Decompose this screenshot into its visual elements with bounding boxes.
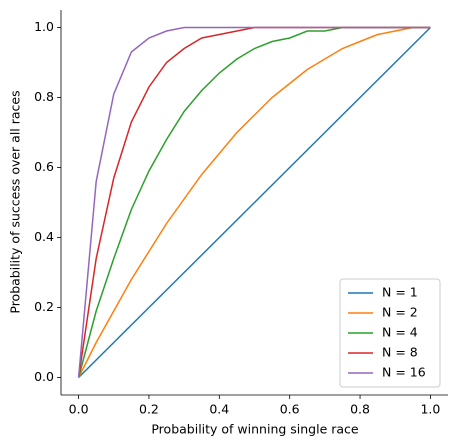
x-tick-label: 0.6 bbox=[280, 402, 300, 417]
data-line bbox=[77, 26, 431, 378]
x-tick-label: 0.4 bbox=[209, 402, 229, 417]
data-line bbox=[77, 26, 431, 378]
y-tick-label: 0.2 bbox=[34, 299, 54, 314]
x-tick-label: 0.8 bbox=[350, 402, 370, 417]
legend-label: N = 1 bbox=[382, 285, 418, 300]
y-tick-label: 0.4 bbox=[34, 229, 54, 244]
data-line bbox=[78, 26, 431, 379]
y-tick-label: 0.8 bbox=[34, 89, 54, 104]
legend-label: N = 4 bbox=[382, 325, 418, 340]
x-tick-label: 0.2 bbox=[139, 402, 159, 417]
legend-label: N = 16 bbox=[382, 365, 426, 380]
y-tick-label: 0.6 bbox=[34, 159, 54, 174]
x-axis-label: Probability of winning single race bbox=[151, 422, 359, 437]
legend-box bbox=[339, 278, 441, 388]
legend-label: N = 8 bbox=[382, 345, 418, 360]
y-tick-label: 1.0 bbox=[34, 19, 54, 34]
y-tick-label: 0.0 bbox=[34, 369, 54, 384]
y-axis-label: Probability of success over all races bbox=[8, 90, 23, 313]
legend-label: N = 2 bbox=[382, 305, 418, 320]
x-tick-label: 0.0 bbox=[69, 402, 89, 417]
x-tick-label: 1.0 bbox=[420, 402, 440, 417]
